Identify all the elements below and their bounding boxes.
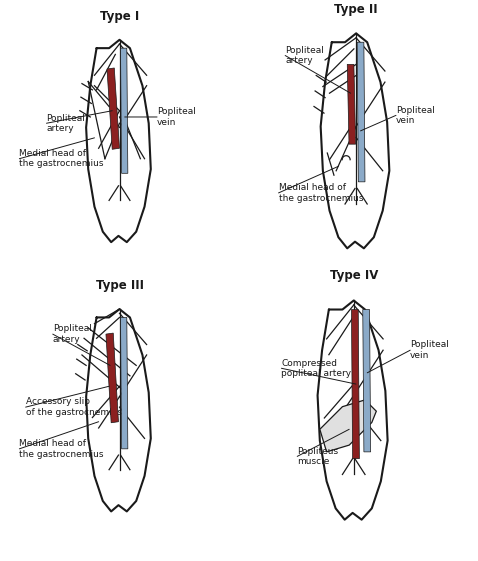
Polygon shape [120,318,128,449]
Title: Type I: Type I [100,10,139,23]
Polygon shape [363,310,370,452]
Polygon shape [106,333,119,423]
Title: Type II: Type II [334,3,378,16]
Text: Medial head of
the gastrocnemius: Medial head of the gastrocnemius [20,149,104,168]
Text: Popliteal
artery: Popliteal artery [285,46,324,65]
Text: Compressed
popliteal artery: Compressed popliteal artery [282,358,351,378]
Polygon shape [120,48,128,173]
Title: Type III: Type III [96,279,143,292]
Text: Medial head of
the gastrocnemius: Medial head of the gastrocnemius [20,439,104,458]
Text: Popliteal
artery: Popliteal artery [53,324,92,344]
Polygon shape [357,42,365,182]
Text: Popliteus
muscle: Popliteus muscle [297,447,338,466]
Polygon shape [347,65,356,144]
Polygon shape [351,310,359,459]
Text: Popliteal
vein: Popliteal vein [410,341,449,360]
Text: Popliteal
vein: Popliteal vein [396,105,435,125]
Text: Popliteal
vein: Popliteal vein [157,107,196,127]
Title: Type IV: Type IV [329,269,378,282]
Text: Accessory slip
of the gastrocnemius: Accessory slip of the gastrocnemius [26,397,122,417]
Text: Popliteal
artery: Popliteal artery [46,113,86,133]
Polygon shape [107,68,120,149]
Polygon shape [320,400,376,452]
Text: Medial head of
the gastrocnemius: Medial head of the gastrocnemius [279,183,363,203]
